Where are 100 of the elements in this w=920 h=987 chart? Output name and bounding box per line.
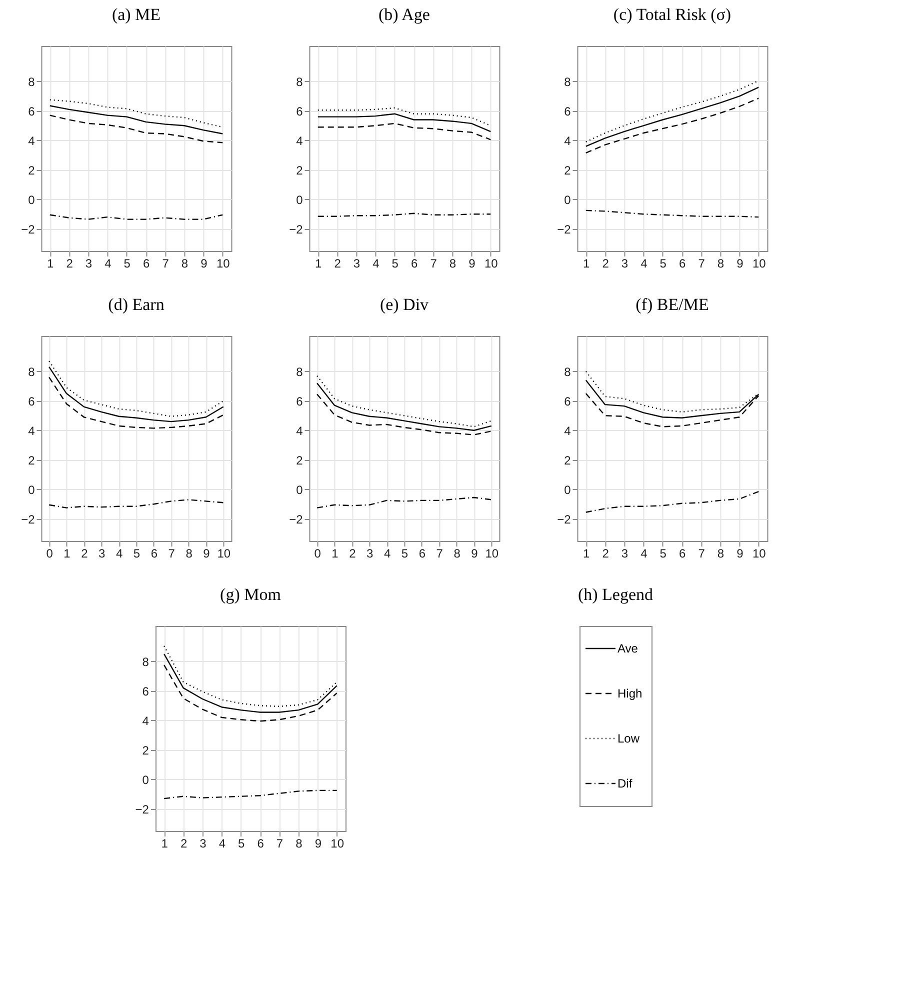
line-series	[585, 490, 760, 513]
x-tick-label: 9	[468, 256, 476, 270]
x-tick-label: 9	[203, 546, 210, 560]
y-tick-label: 8	[564, 364, 572, 379]
x-tick-label: 10	[216, 256, 230, 270]
x-tick-label: 0	[46, 546, 54, 560]
line-series	[48, 499, 224, 508]
chart-title: (a) ME	[112, 5, 161, 24]
x-tick-label: 9	[736, 256, 744, 270]
y-tick-label: 8	[28, 364, 36, 379]
x-tick-label: 3	[366, 546, 374, 560]
line-series	[317, 122, 492, 140]
x-tick-label: 10	[484, 256, 498, 270]
x-tick-label: 2	[602, 546, 610, 560]
x-tick-label: 1	[47, 256, 54, 270]
x-tick-label: 7	[168, 546, 176, 560]
y-tick-label: 8	[142, 654, 150, 669]
y-tick-label: 0	[564, 192, 572, 207]
x-tick-label: 7	[276, 836, 284, 850]
y-tick-label: 6	[28, 104, 36, 118]
y-tick-label: −2	[557, 512, 572, 526]
y-tick-label: 0	[564, 482, 572, 497]
x-tick-label: 6	[418, 546, 426, 560]
y-tick-label: 0	[142, 772, 150, 787]
x-tick-label: 10	[752, 546, 766, 560]
x-tick-label: 2	[180, 836, 188, 850]
x-tick-label: 6	[411, 256, 418, 270]
x-tick-label: 3	[98, 546, 106, 560]
line-series	[316, 382, 492, 431]
x-tick-label: 4	[372, 256, 380, 270]
legend-label: High	[617, 686, 642, 700]
line-series	[164, 664, 338, 722]
x-tick-label: 1	[332, 546, 339, 560]
x-tick-label: 4	[640, 546, 648, 560]
line-series	[317, 107, 492, 126]
y-tick-label: 4	[28, 134, 36, 148]
y-tick-label: −2	[289, 512, 304, 526]
y-tick-label: 8	[28, 74, 36, 89]
x-tick-label: 3	[353, 256, 360, 270]
x-tick-label: 1	[64, 546, 71, 560]
x-tick-label: 3	[85, 256, 92, 270]
y-tick-label: −2	[289, 222, 304, 236]
line-series	[585, 210, 760, 218]
y-tick-label: 2	[142, 743, 150, 758]
x-tick-label: 2	[66, 256, 74, 270]
x-tick-label: 7	[698, 256, 706, 270]
line-series	[316, 394, 492, 436]
x-tick-label: 10	[330, 836, 344, 850]
line-series	[316, 375, 492, 428]
x-tick-label: 3	[200, 836, 207, 850]
x-tick-label: 2	[81, 546, 88, 560]
x-tick-label: 10	[217, 546, 231, 560]
y-tick-label: 6	[296, 394, 304, 408]
y-tick-label: 2	[28, 163, 36, 178]
x-tick-label: 7	[698, 546, 706, 560]
x-tick-label: 5	[392, 256, 399, 270]
line-series	[585, 98, 760, 154]
y-tick-label: 2	[564, 453, 572, 468]
x-tick-label: 4	[218, 836, 226, 850]
y-tick-label: 8	[296, 74, 304, 89]
y-tick-label: 4	[296, 424, 304, 438]
y-tick-label: 0	[296, 482, 304, 497]
x-tick-label: 4	[116, 546, 123, 560]
x-tick-label: 1	[583, 256, 590, 270]
y-tick-label: 4	[28, 424, 36, 438]
x-tick-label: 4	[384, 546, 391, 560]
line-series	[48, 376, 224, 429]
x-tick-label: 8	[449, 256, 456, 270]
y-tick-label: 4	[142, 714, 150, 728]
x-tick-label: 2	[334, 256, 342, 270]
legend-title: (h) Legend	[578, 585, 654, 604]
x-tick-label: 9	[314, 836, 322, 850]
y-tick-label: 4	[564, 134, 572, 148]
line-series	[49, 114, 224, 144]
x-tick-label: 5	[401, 546, 408, 560]
chart-title: (g) Mom	[220, 585, 281, 604]
x-tick-label: 7	[436, 546, 444, 560]
legend-label: Dif	[617, 776, 633, 790]
y-tick-label: 6	[564, 394, 572, 408]
legend-label: Ave	[617, 642, 638, 656]
x-tick-label: 8	[186, 546, 193, 560]
x-tick-label: 10	[752, 256, 766, 270]
y-tick-label: −2	[21, 222, 36, 236]
line-series	[317, 113, 492, 132]
y-tick-label: 2	[564, 163, 572, 178]
y-tick-label: 6	[296, 104, 304, 118]
x-tick-label: 6	[257, 836, 264, 850]
x-tick-label: 9	[736, 546, 744, 560]
y-tick-label: −2	[21, 512, 36, 526]
y-tick-label: 2	[296, 163, 304, 178]
legend-label: Low	[617, 732, 640, 746]
x-tick-label: 5	[238, 836, 246, 850]
x-tick-label: 1	[161, 836, 168, 850]
x-tick-label: 5	[124, 256, 131, 270]
chart-title: (c) Total Risk (σ)	[613, 5, 732, 24]
line-series	[316, 496, 492, 508]
line-series	[585, 86, 760, 147]
chart-title: (e) Div	[380, 295, 430, 314]
x-tick-label: 3	[621, 256, 628, 270]
x-tick-label: 7	[430, 256, 438, 270]
